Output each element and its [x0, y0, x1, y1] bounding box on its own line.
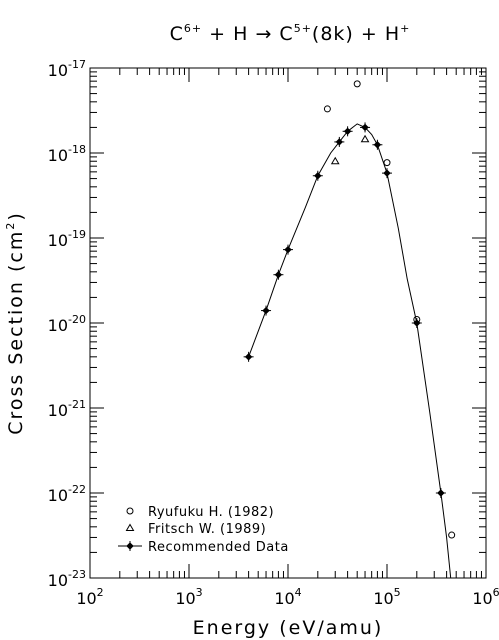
title-superscript: 5+ — [294, 22, 312, 35]
x-tick-label: 103 — [175, 586, 202, 608]
y-tick-base: 10 — [48, 316, 68, 335]
legend-marker-2 — [125, 523, 135, 531]
series-3-point — [273, 269, 284, 280]
x-tick-exponent: 6 — [493, 586, 499, 599]
x-tick-label: 105 — [373, 586, 400, 608]
series-3-point — [411, 318, 422, 328]
plot-frame — [89, 67, 487, 579]
plot-area-border — [89, 67, 487, 579]
series-3-point — [283, 244, 293, 255]
y-axis-label-text: Cross Section (cm — [5, 230, 27, 435]
legend-marker-1 — [126, 507, 134, 515]
chart-title: C6+ + H → C5+(8k) + H+ — [170, 22, 411, 45]
series-3-point — [261, 305, 272, 316]
x-tick-base: 10 — [76, 589, 96, 608]
y-tick-exponent: -20 — [68, 313, 86, 326]
x-tick-exponent: 2 — [97, 586, 104, 599]
legend-label-2: Fritsch W. (1989) — [148, 522, 266, 537]
title-superscript: + — [400, 22, 410, 35]
series-2-point — [330, 156, 340, 165]
series-lines — [248, 123, 452, 578]
series-2-point — [360, 134, 370, 143]
series-3-point — [372, 139, 383, 150]
series-1-point — [448, 531, 456, 539]
series-1-point — [323, 105, 331, 113]
y-axis-label-close: ) — [5, 211, 27, 220]
y-tick-exponent: -17 — [68, 58, 86, 71]
y-tick-base: 10 — [48, 486, 68, 505]
y-axis-label-superscript: 2 — [4, 221, 17, 230]
x-tick-label: 102 — [76, 586, 103, 608]
y-tick-base: 10 — [48, 231, 68, 250]
x-tick-base: 10 — [373, 589, 393, 608]
title-segment: + H → C — [202, 23, 294, 45]
x-tick-exponent: 4 — [295, 586, 302, 599]
legend-marker-3 — [125, 541, 135, 551]
legend-label-1: Ryufuku H. (1982) — [148, 505, 274, 520]
x-axis-label-group: Energy (eV/amu) — [193, 617, 384, 639]
y-tick-base: 10 — [48, 61, 68, 80]
x-tick-base: 10 — [472, 589, 492, 608]
x-tick-label: 104 — [274, 586, 301, 608]
x-tick-labels: 102 103 104 105 106 — [76, 586, 499, 608]
x-axis-label: Energy (eV/amu) — [193, 617, 384, 639]
y-axis-label: Cross Section (cm2) — [4, 211, 27, 435]
x-tick-base: 10 — [175, 589, 195, 608]
y-tick-label: 10-23 — [48, 568, 86, 590]
x-tick-base: 10 — [274, 589, 294, 608]
series-1-point — [353, 80, 361, 88]
y-axis-label-group: Cross Section (cm2) — [4, 211, 27, 435]
y-tick-base: 10 — [48, 571, 68, 590]
y-tick-base: 10 — [48, 401, 68, 420]
series-3-point — [334, 136, 345, 147]
series-3-point — [243, 351, 254, 362]
series-3-point — [435, 488, 446, 498]
title-segment: (8k) + H — [312, 23, 400, 45]
y-tick-label: 10-20 — [48, 313, 86, 335]
y-tick-label: 10-19 — [48, 228, 86, 250]
y-tick-base: 10 — [48, 146, 68, 165]
legend: Ryufuku H. (1982) Fritsch W. (1989) Recomm… — [118, 505, 289, 555]
x-tick-label: 106 — [472, 586, 499, 608]
legend-label-3: Recommended Data — [148, 540, 289, 555]
y-tick-exponent: -19 — [68, 228, 86, 241]
series-1-point — [383, 159, 391, 167]
series-3-point — [312, 170, 323, 181]
y-tick-label: 10-18 — [48, 143, 86, 165]
series-3-point — [360, 122, 371, 133]
series-line-3 — [248, 123, 452, 578]
y-tick-label: 10-22 — [48, 483, 86, 505]
y-tick-exponent: -18 — [68, 143, 86, 156]
title-segment: C — [170, 23, 184, 45]
x-tick-exponent: 3 — [196, 586, 203, 599]
x-tick-exponent: 5 — [394, 586, 401, 599]
chart-title-text: C6+ + H → C5+(8k) + H+ — [170, 22, 411, 45]
data-points — [243, 80, 456, 539]
series-3-point — [342, 126, 353, 137]
series-3-point — [382, 168, 392, 179]
y-tick-exponent: -22 — [68, 483, 86, 496]
y-tick-label: 10-21 — [48, 398, 86, 420]
title-superscript: 6+ — [184, 22, 202, 35]
y-tick-exponent: -21 — [68, 398, 86, 411]
axis-ticks — [89, 68, 486, 579]
y-tick-label: 10-17 — [48, 58, 86, 80]
y-tick-exponent: -23 — [68, 568, 86, 581]
